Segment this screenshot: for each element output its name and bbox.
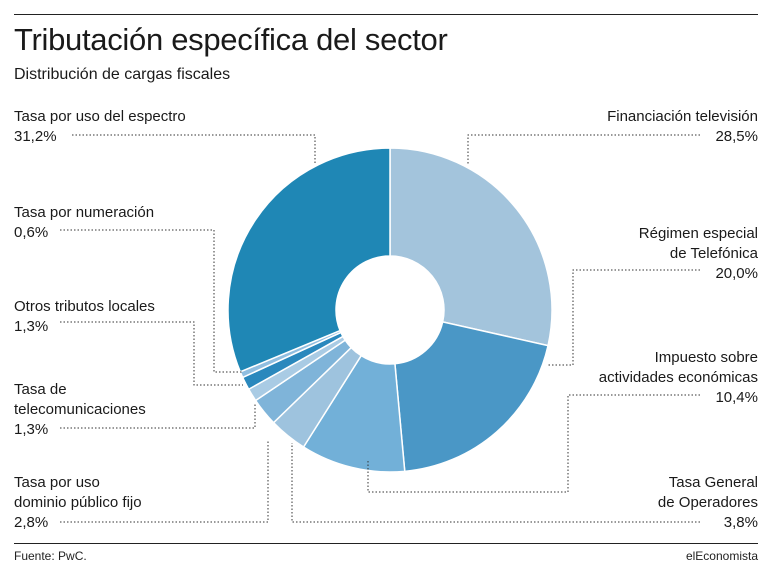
label-impuesto-name-2: actividades económicas: [598, 369, 758, 386]
label-impuesto-value: 10,4%: [715, 389, 758, 406]
top-rule: [14, 14, 758, 15]
label-espectro-name: Tasa por uso del espectro: [14, 108, 186, 125]
label-dominio-name-1: Tasa por uso: [14, 474, 100, 491]
label-espectro: Tasa por uso del espectro 31,2%: [14, 107, 186, 147]
label-otros-value: 1,3%: [14, 318, 49, 335]
label-telecom-value: 1,3%: [14, 421, 49, 438]
leader-line-financiacion: [467, 134, 700, 165]
label-dominio-value: 2,8%: [14, 514, 49, 531]
leader-line-espectro: [72, 134, 316, 165]
label-otros: Otros tributos locales 1,3%: [14, 297, 155, 337]
label-telefonica-name-2: de Telefónica: [669, 245, 758, 262]
label-numeracion: Tasa por numeración 0,6%: [14, 203, 154, 243]
slice-espectro: [227, 147, 391, 373]
leader-line-impuesto: [367, 394, 700, 493]
leader-line-numeracion: [60, 229, 242, 373]
label-financiacion: Financiación televisión 28,5%: [607, 107, 758, 147]
chart-title: Tributación específica del sector: [14, 22, 448, 57]
leader-line-otros: [60, 321, 243, 386]
bottom-rule: [14, 543, 758, 544]
label-telefonica: Régimen especial de Telefónica 20,0%: [639, 224, 758, 284]
source-note: Fuente: PwC.: [14, 549, 87, 563]
label-otros-name: Otros tributos locales: [14, 298, 155, 315]
label-espectro-value: 31,2%: [14, 128, 57, 145]
label-telefonica-value: 20,0%: [715, 265, 758, 282]
label-telecom-name-2: telecomunicaciones: [14, 401, 146, 418]
leader-line-dominio: [60, 440, 269, 523]
leader-line-telefonica: [548, 269, 700, 366]
label-numeracion-value: 0,6%: [14, 224, 49, 241]
label-tasa-general: Tasa General de Operadores 3,8%: [658, 473, 758, 533]
label-tasa-general-name-1: Tasa General: [668, 474, 758, 491]
label-tasa-general-name-2: de Operadores: [657, 494, 758, 511]
slice-telefonica: [394, 320, 549, 473]
label-impuesto-name-1: Impuesto sobre: [654, 349, 758, 366]
label-impuesto: Impuesto sobre actividades económicas 10…: [599, 348, 758, 408]
label-telecom: Tasa de telecomunicaciones 1,3%: [14, 380, 146, 440]
label-tasa-general-value: 3,8%: [723, 514, 758, 531]
label-telefonica-name-1: Régimen especial: [638, 225, 758, 242]
brand-name: elEconomista: [685, 549, 758, 563]
label-telecom-name-1: Tasa de: [14, 381, 67, 398]
slice-financiacion: [389, 147, 553, 347]
label-financiacion-value: 28,5%: [715, 128, 758, 145]
label-financiacion-name: Financiación televisión: [607, 108, 758, 125]
chart-subtitle: Distribución de cargas fiscales: [14, 66, 231, 83]
label-numeracion-name: Tasa por numeración: [14, 204, 155, 221]
label-dominio-name-2: dominio público fijo: [14, 494, 142, 511]
label-dominio: Tasa por uso dominio público fijo 2,8%: [14, 473, 142, 533]
